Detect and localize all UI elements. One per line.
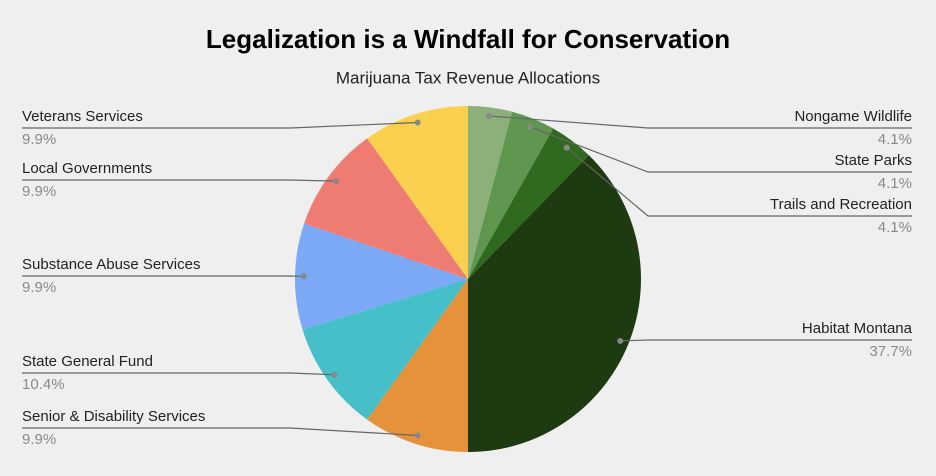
- slice-label: Local Governments: [22, 160, 152, 177]
- leader-dot: [414, 119, 421, 126]
- pie-slice: [468, 106, 513, 279]
- pie-slice: [302, 279, 468, 420]
- leader-dot: [414, 432, 421, 439]
- leader-line: [620, 339, 912, 342]
- pie-slice: [367, 279, 468, 452]
- leader-line: [22, 121, 418, 129]
- leader-line: [22, 427, 418, 437]
- slice-label: Habitat Montana: [802, 320, 913, 337]
- slice-label: Substance Abuse Services: [22, 256, 200, 273]
- pie-slice: [304, 138, 468, 279]
- leader-line: [22, 179, 336, 182]
- slice-label: Veterans Services: [22, 108, 143, 125]
- pie-slice: [468, 111, 554, 279]
- slice-value-label: 9.9%: [22, 431, 56, 448]
- slice-label: Senior & Disability Services: [22, 408, 205, 425]
- leader-line: [22, 372, 335, 376]
- slice-value-label: 9.9%: [22, 131, 56, 148]
- pie-slice: [295, 223, 468, 330]
- slice-value-label: 4.1%: [878, 175, 912, 192]
- pie-slice: [468, 155, 641, 452]
- chart-title: Legalization is a Windfall for Conservat…: [206, 24, 730, 54]
- slice-value-label: 37.7%: [869, 343, 912, 360]
- leader-line: [489, 115, 912, 129]
- leader-dot: [486, 113, 493, 120]
- leader-line: [529, 126, 912, 173]
- slice-value-label: 10.4%: [22, 376, 65, 393]
- chart-subtitle: Marijuana Tax Revenue Allocations: [336, 68, 600, 87]
- slice-label: State Parks: [834, 152, 912, 169]
- slice-label: Nongame Wildlife: [794, 108, 912, 125]
- slice-label: State General Fund: [22, 353, 153, 370]
- leader-dot: [331, 371, 338, 378]
- slice-value-label: 4.1%: [878, 131, 912, 148]
- leader-dot: [300, 273, 307, 280]
- leader-line: [566, 147, 912, 217]
- slice-value-label: 9.9%: [22, 183, 56, 200]
- leader-dot: [617, 337, 624, 344]
- pie-slice: [468, 128, 589, 279]
- slice-label: Trails and Recreation: [770, 196, 912, 213]
- leader-dot: [332, 178, 339, 185]
- pie-slice: [367, 106, 468, 279]
- slice-value-label: 4.1%: [878, 219, 912, 236]
- leader-dot: [526, 123, 533, 130]
- slice-value-label: 9.9%: [22, 279, 56, 296]
- leader-dot: [563, 144, 570, 151]
